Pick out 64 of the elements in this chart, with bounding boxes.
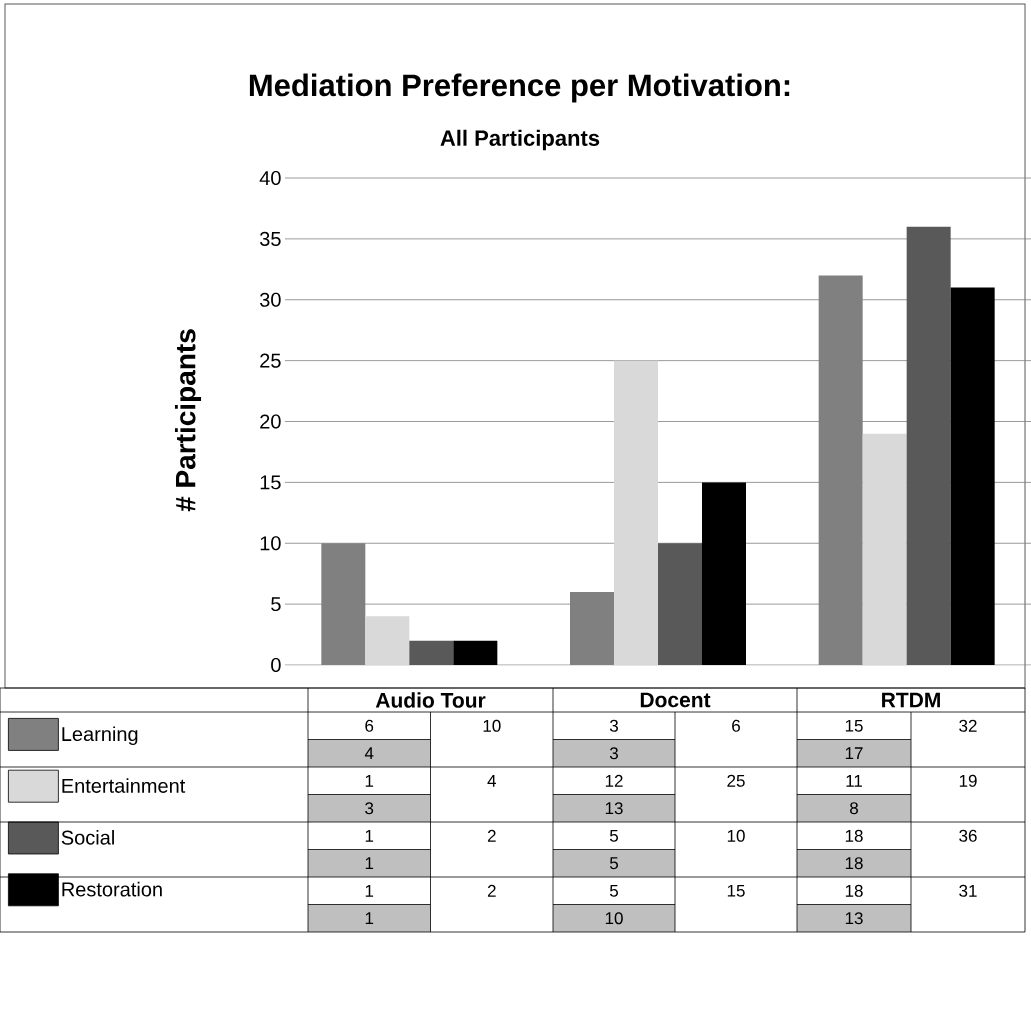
text: 17 — [845, 747, 863, 760]
y-tick-label: 25 — [260, 353, 281, 368]
text: 10 — [605, 912, 623, 925]
y-tick-label: 15 — [260, 475, 281, 490]
text: 6 — [365, 719, 374, 732]
text: 1 — [365, 884, 374, 897]
text: 1 — [365, 774, 374, 787]
text: 18 — [845, 857, 863, 870]
text: 15 — [845, 719, 863, 732]
text: 5 — [609, 857, 619, 870]
y-tick-label: 30 — [259, 292, 281, 307]
text: 12 — [605, 774, 623, 787]
text: 13 — [845, 912, 863, 925]
bar — [862, 433, 907, 666]
text: 1 — [365, 829, 374, 842]
text: 3 — [365, 802, 374, 815]
text: 13 — [605, 802, 623, 815]
data-label: 6 — [732, 719, 740, 732]
text: 5 — [609, 829, 619, 842]
y-tick-label: 35 — [259, 231, 281, 246]
y-tick-label: 40 — [259, 170, 281, 186]
y-tick-label: 10 — [260, 536, 281, 551]
bar — [658, 543, 702, 666]
text: 11 — [846, 774, 863, 787]
bar — [702, 482, 746, 666]
data-label: 10 — [727, 829, 745, 842]
legend-label: Social — [61, 830, 114, 845]
legend-label: Restoration — [62, 881, 162, 897]
bar — [409, 640, 454, 666]
y-axis-title: # Participants — [174, 329, 202, 512]
y-tick-label: 5 — [271, 597, 281, 612]
data-label: 19 — [959, 774, 977, 787]
data-label: 25 — [727, 774, 745, 787]
x-tick-label: Docent — [640, 692, 711, 708]
bar — [614, 360, 658, 666]
data-label: 4 — [487, 774, 497, 787]
bar — [906, 226, 951, 666]
data-label: 15 — [727, 884, 745, 897]
text: 1 — [365, 912, 374, 925]
bar — [950, 287, 995, 666]
data-label: 36 — [959, 829, 977, 842]
chart-title: Mediation Preference per Motivation: — [249, 73, 790, 103]
x-tick-label: RTDM — [882, 692, 940, 708]
text: 1 — [365, 857, 374, 870]
y-tick-label: 0 — [271, 657, 281, 673]
text: 18 — [845, 829, 863, 842]
bar — [365, 616, 410, 666]
data-label: 10 — [483, 719, 501, 732]
text: 18 — [845, 884, 863, 897]
legend-label: Learning — [62, 726, 138, 746]
data-label: 31 — [959, 884, 977, 897]
legend-label: Entertainment — [62, 778, 186, 793]
text: 3 — [609, 719, 618, 732]
bar — [453, 640, 498, 666]
text: 8 — [850, 802, 858, 815]
data-label: 32 — [959, 719, 977, 732]
y-tick-label: 20 — [260, 414, 281, 429]
text: 3 — [609, 747, 618, 760]
data-label: 2 — [487, 829, 496, 842]
x-tick-label: Audio Tour — [375, 692, 486, 708]
text: 5 — [609, 884, 619, 897]
chart-subtitle: All Participants — [440, 129, 600, 151]
text: 4 — [364, 747, 374, 760]
data-label: 2 — [487, 884, 496, 897]
